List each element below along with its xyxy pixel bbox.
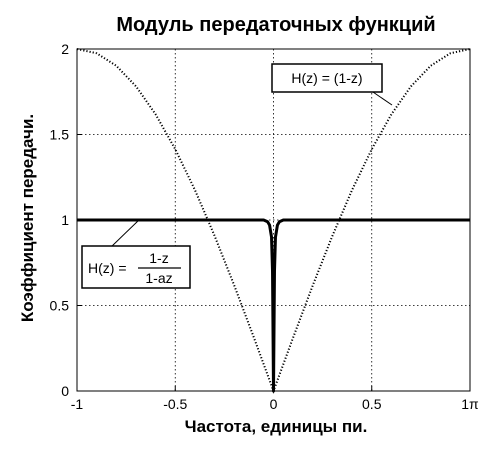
chart-title: Модуль передаточных функций bbox=[116, 14, 435, 36]
annotation-2-box bbox=[81, 245, 191, 289]
x-tick-label: 0 bbox=[270, 396, 278, 412]
annotation-2-leader bbox=[109, 218, 141, 249]
annotation-2-numerator: 1-z bbox=[149, 250, 168, 266]
y-tick-label: 1.5 bbox=[50, 127, 70, 143]
y-axis-label: Коэффициент передачи. bbox=[18, 114, 37, 322]
series-line-2 bbox=[77, 218, 470, 393]
x-tick-label: -0.5 bbox=[163, 396, 187, 412]
y-tick-label: 0.5 bbox=[50, 298, 70, 314]
annotation-1-box bbox=[271, 63, 383, 93]
y-tick-label: 0 bbox=[61, 383, 69, 399]
y-tick-label: 1 bbox=[61, 212, 69, 228]
x-tick-label: -1 bbox=[71, 396, 84, 412]
annotation-2-lhs: H(z) = bbox=[88, 260, 127, 276]
y-tick-label: 2 bbox=[61, 41, 69, 57]
x-tick-label: 0.5 bbox=[362, 396, 382, 412]
series-group bbox=[76, 48, 471, 394]
axis-ticks: -1 -0.5 0 0.5 1π 0 0.5 1 1.5 2 bbox=[50, 41, 480, 412]
annotation-2-denominator: 1-az bbox=[145, 270, 172, 286]
x-tick-label: 1π bbox=[461, 396, 479, 412]
x-axis-label: Частота, единицы пи. bbox=[185, 417, 368, 436]
annotation-1-text: H(z) = (1-z) bbox=[291, 70, 362, 86]
